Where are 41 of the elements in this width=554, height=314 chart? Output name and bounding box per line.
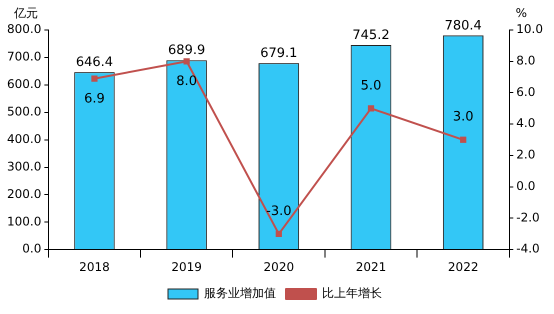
y2-tick-label: 6.0 bbox=[516, 84, 536, 99]
point bbox=[460, 136, 466, 143]
data-label: 3.0 bbox=[452, 110, 474, 125]
data-label: 6.9 bbox=[84, 92, 105, 106]
y-tick-label: 0.0 bbox=[22, 242, 42, 256]
point bbox=[368, 105, 374, 112]
y-tick-label: 200.0 bbox=[6, 186, 42, 201]
data-label: 780.4 bbox=[444, 18, 482, 34]
y2-tick-label: 4.0 bbox=[516, 116, 536, 130]
y-tick-label: 400.0 bbox=[6, 132, 42, 146]
y2-axis-title: % bbox=[516, 6, 527, 20]
y-tick-label: 300.0 bbox=[6, 159, 42, 174]
x-tick-label: 2021 bbox=[356, 260, 386, 274]
point bbox=[91, 76, 98, 82]
y-tick-label: 600.0 bbox=[6, 77, 42, 92]
legend-label: 比上年增长 bbox=[322, 286, 382, 300]
data-label: 745.2 bbox=[352, 28, 390, 43]
data-label: 679.1 bbox=[260, 46, 298, 62]
point bbox=[184, 58, 190, 64]
y-tick-label: 800.0 bbox=[6, 22, 42, 36]
y2-tick-label: -4.0 bbox=[516, 242, 540, 256]
y2-tick-label: 8.0 bbox=[516, 53, 536, 68]
y2-tick-label: 2.0 bbox=[516, 148, 536, 162]
x-tick-label: 2020 bbox=[264, 260, 294, 274]
legend-label: 服务业增加值 bbox=[204, 286, 276, 300]
data-label: 646.4 bbox=[76, 55, 114, 70]
y2-tick-label: 10.0 bbox=[516, 22, 543, 36]
y2-tick-label: -2.0 bbox=[516, 210, 540, 224]
y-tick-label: 100.0 bbox=[6, 214, 42, 228]
x-tick-label: 2022 bbox=[448, 260, 478, 274]
data-label: 5.0 bbox=[360, 78, 382, 94]
x-tick-label: 2018 bbox=[79, 260, 110, 274]
data-label: 689.9 bbox=[168, 43, 206, 58]
y2-tick-label: 0.0 bbox=[516, 178, 536, 193]
y-axis-title: 亿元 bbox=[13, 6, 38, 20]
data-label: -3.0 bbox=[266, 204, 292, 219]
y-tick-label: 500.0 bbox=[6, 104, 42, 118]
y-tick-label: 700.0 bbox=[6, 50, 42, 64]
point bbox=[276, 230, 282, 238]
data-label: 8.0 bbox=[176, 74, 197, 90]
x-tick-label: 2019 bbox=[171, 260, 202, 274]
